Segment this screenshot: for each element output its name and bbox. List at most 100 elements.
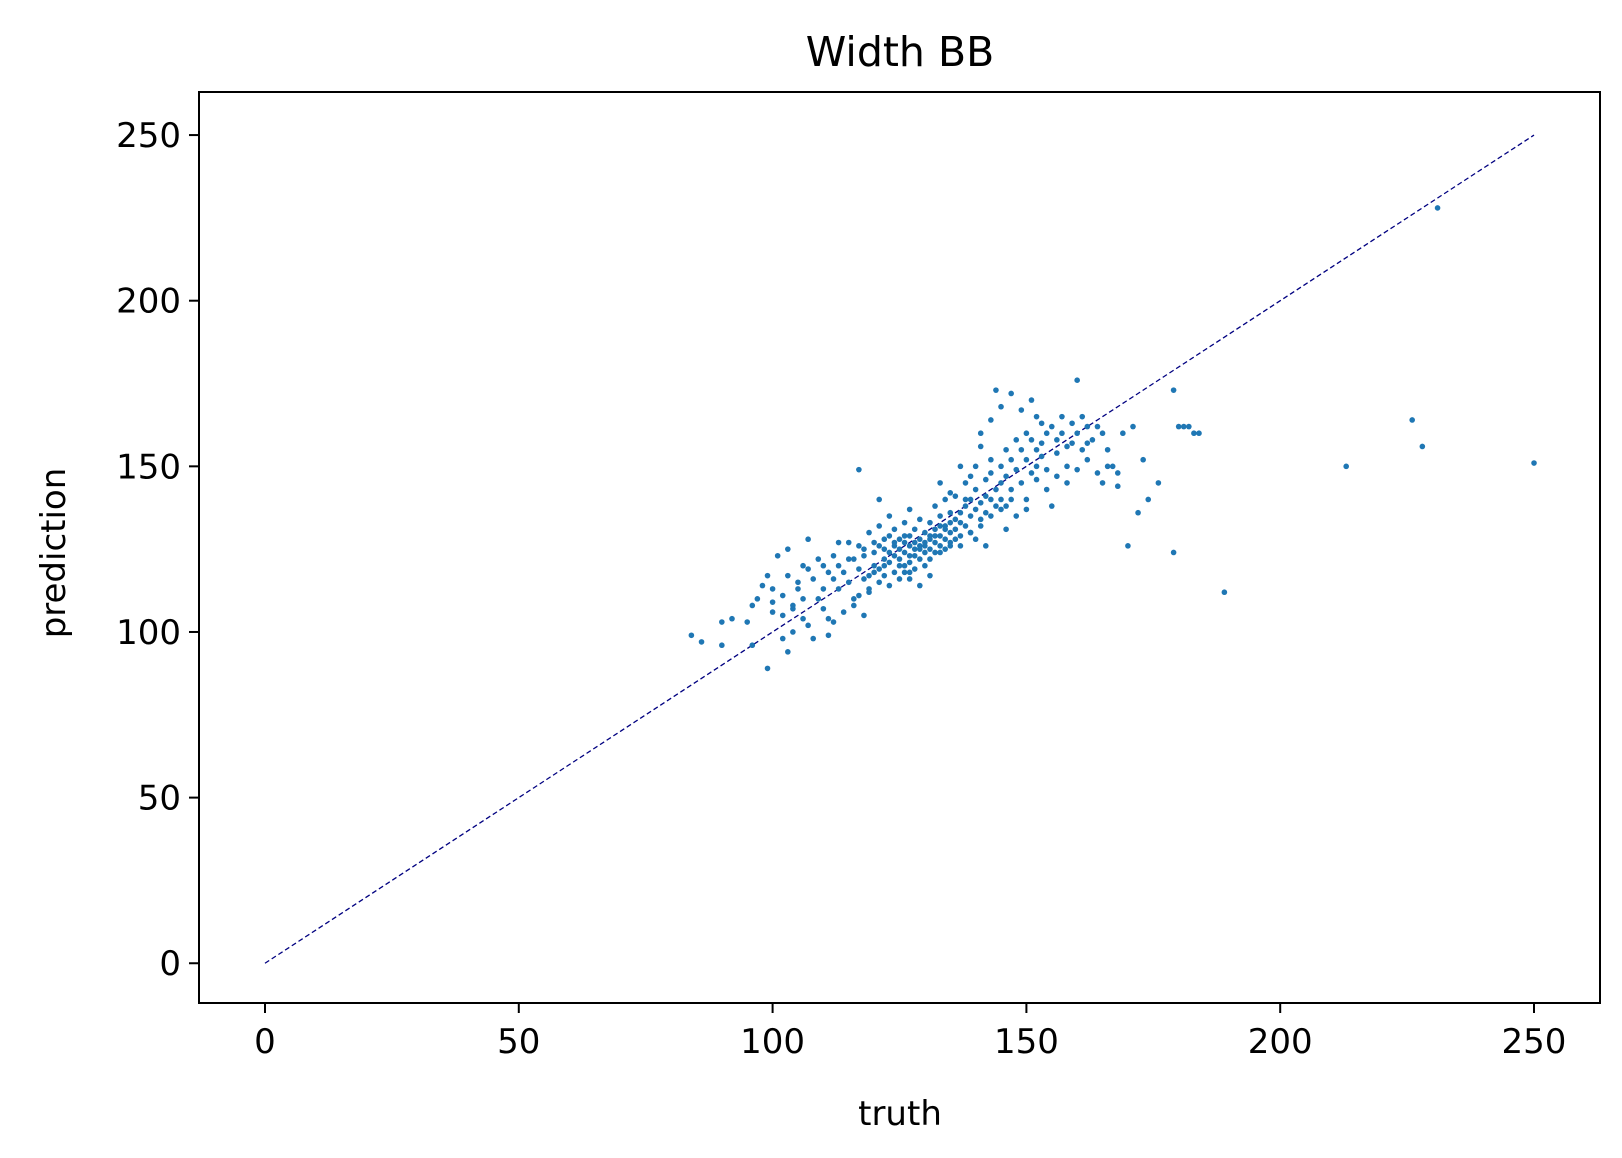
data-point [835,586,842,592]
data-point [927,572,933,579]
plot-area [264,134,1537,964]
data-point [805,536,811,543]
data-point [942,546,948,552]
data-point [957,519,964,526]
data-point [942,536,948,543]
y-axis: 0 50 100 150 200 250 [116,116,199,984]
data-point [769,586,776,592]
data-point [1048,503,1055,509]
data-point [1125,543,1131,549]
data-point [906,569,913,576]
data-point [1054,473,1060,480]
data-point [993,503,999,509]
data-point [1434,205,1441,211]
data-point [790,602,796,609]
data-point [886,559,893,566]
data-point [947,543,954,549]
data-point [1038,453,1045,460]
data-point [1191,430,1197,437]
data-point [927,519,933,526]
data-point [947,529,954,536]
data-point [932,539,938,546]
data-point [871,549,877,556]
data-point [952,536,959,543]
data-point [835,539,842,546]
data-point [972,463,979,470]
data-point [764,665,771,672]
data-point [896,536,903,543]
data-point [982,493,989,499]
data-point [856,466,862,473]
data-point [1409,417,1415,423]
data-point [993,486,999,493]
data-point [830,576,837,582]
data-point [1140,456,1146,463]
data-point [1008,390,1014,397]
data-point [1064,443,1070,450]
data-point [749,602,756,609]
data-point [917,556,923,562]
data-point [795,586,801,592]
data-point [967,529,974,536]
data-point [982,476,989,483]
data-point [906,543,913,549]
plot-frame [198,91,1601,1004]
data-point [932,549,938,556]
data-point [779,592,786,599]
data-point [998,496,1004,503]
data-point [1008,456,1014,463]
data-point [800,615,806,622]
data-point [942,496,948,503]
data-point [876,496,882,503]
data-point [1074,377,1080,384]
data-point [1013,437,1020,443]
data-point [820,605,827,612]
data-point [927,546,933,552]
data-point [1120,430,1126,437]
data-point [957,543,964,549]
data-point [962,496,969,503]
data-point [957,509,964,516]
data-point [886,549,893,556]
data-point [922,529,928,536]
data-point [906,559,913,566]
data-point [972,486,979,493]
data-point [785,649,791,655]
y-tick-label: 200 [116,282,181,322]
data-point [871,562,877,569]
reference-line [264,134,1535,964]
data-point [922,549,928,556]
data-point [835,562,842,569]
x-tick-label: 100 [740,1022,805,1062]
data-point [901,549,908,556]
data-point [942,523,948,529]
data-point [698,639,705,645]
data-point [1079,413,1086,420]
data-point [1033,463,1040,470]
data-point [1135,509,1141,516]
data-point [891,526,898,533]
data-point [891,569,898,576]
data-point [998,463,1004,470]
data-point [856,592,862,599]
data-point [988,513,994,519]
data-point [1109,463,1116,470]
data-point [1054,450,1060,456]
y-tick-label: 150 [116,447,181,487]
data-point [896,546,903,552]
data-point [998,506,1004,513]
data-point [937,523,943,529]
data-point [967,473,974,480]
data-point [962,480,969,486]
data-point [967,513,974,519]
data-point [901,539,908,546]
x-tick-label: 150 [994,1022,1059,1062]
data-point [1023,506,1030,513]
data-point [769,599,776,605]
data-point [871,569,877,576]
data-point [876,579,882,586]
data-point [901,562,908,569]
data-point [932,533,938,539]
data-point [927,536,933,543]
